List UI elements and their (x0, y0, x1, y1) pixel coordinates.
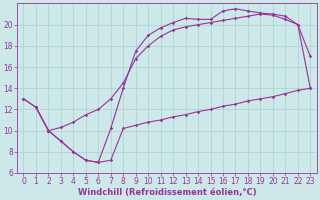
X-axis label: Windchill (Refroidissement éolien,°C): Windchill (Refroidissement éolien,°C) (77, 188, 256, 197)
